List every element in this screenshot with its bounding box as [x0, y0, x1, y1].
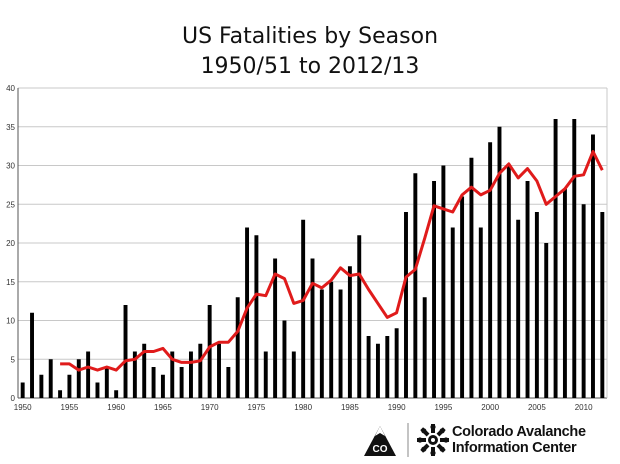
bar [142, 343, 147, 398]
bar [581, 204, 586, 398]
bar [123, 305, 128, 398]
y-tick-label: 25 [6, 200, 15, 209]
bar [86, 351, 91, 398]
x-tick-label: 1990 [388, 403, 406, 410]
bar [76, 359, 81, 398]
x-tick-label: 2000 [481, 403, 499, 410]
bar [310, 258, 315, 398]
bar [366, 336, 371, 398]
bar [534, 212, 539, 398]
bar [413, 173, 418, 398]
bar [263, 351, 268, 398]
x-tick-label: 1995 [434, 403, 452, 410]
bar [347, 266, 352, 398]
bar [357, 235, 362, 398]
bar [329, 281, 334, 398]
logo-line-1: Colorado Avalanche [452, 424, 586, 440]
bar [385, 336, 390, 398]
bar [422, 297, 427, 398]
bar [273, 258, 278, 398]
bar [525, 181, 530, 398]
x-tick-label: 2005 [528, 403, 546, 410]
snowflake-icon [417, 424, 449, 456]
bar-chart: 0 5 10 15 20 25 30 35 40 1950 1955 1960 1965 1970 1975… [6, 84, 608, 410]
bar [516, 219, 521, 398]
bar [95, 382, 100, 398]
bar [254, 235, 259, 398]
x-tick-label: 2010 [575, 403, 593, 410]
bar [394, 328, 399, 398]
bar [506, 165, 511, 398]
x-tick-label: 1955 [61, 403, 79, 410]
chart-title-line-1: US Fatalities by Season [181, 24, 439, 49]
y-tick-label: 30 [6, 162, 15, 171]
bar [170, 351, 175, 398]
y-tick-label: 20 [6, 239, 15, 248]
bar [375, 343, 380, 398]
bar [591, 134, 595, 398]
bar [404, 212, 408, 398]
bar [39, 374, 44, 398]
bar [497, 126, 502, 398]
bar [30, 312, 34, 398]
y-tick-label: 15 [6, 278, 15, 287]
x-tick-label: 1980 [294, 403, 312, 410]
bar [282, 320, 287, 398]
bar [450, 227, 455, 398]
y-tick-label: 40 [6, 84, 15, 93]
bar [562, 188, 567, 398]
bar [179, 367, 184, 398]
bar [441, 165, 446, 398]
chart-title-line-2: 1950/51 to 2012/13 [200, 54, 420, 79]
bar [235, 297, 240, 398]
x-tick-label: 1950 [14, 403, 32, 410]
bar [188, 351, 193, 398]
bar [104, 367, 109, 398]
bar [207, 305, 212, 398]
bar [319, 289, 324, 398]
bar [432, 181, 437, 398]
mountain-co-badge-icon: CO [364, 423, 409, 457]
bar [478, 227, 483, 398]
bar [198, 343, 203, 398]
bar [114, 390, 119, 398]
bar [48, 359, 53, 398]
y-tick-label: 0 [11, 394, 16, 403]
y-tick-label: 35 [6, 123, 15, 132]
badge-text: CO [373, 444, 388, 455]
bar [20, 382, 25, 398]
x-tick-label: 1985 [341, 403, 359, 410]
bar [245, 227, 250, 398]
logo-line-2: Information Center [452, 440, 577, 456]
caic-logo: CO Colorado Avalanche Information Center [360, 420, 610, 460]
bar [488, 142, 493, 398]
moving-average-line [60, 150, 604, 372]
bar [469, 157, 474, 398]
bar [301, 219, 306, 398]
bar [291, 351, 296, 398]
bar [132, 351, 137, 398]
bar [160, 374, 165, 398]
x-tick-label: 1970 [201, 403, 219, 410]
bar [460, 196, 465, 398]
bar [67, 374, 72, 398]
bar [338, 289, 343, 398]
x-tick-label: 1960 [107, 403, 125, 410]
x-tick-label: 1965 [154, 403, 172, 410]
bar [217, 343, 221, 398]
y-tick-label: 5 [11, 355, 16, 364]
bar [572, 119, 577, 398]
y-tick-label: 10 [6, 317, 15, 326]
bar [544, 243, 549, 398]
bar [58, 390, 63, 398]
x-tick-label: 1975 [248, 403, 266, 410]
bar [553, 119, 558, 398]
bar [226, 367, 231, 398]
bar [151, 367, 156, 398]
bar [600, 212, 605, 398]
